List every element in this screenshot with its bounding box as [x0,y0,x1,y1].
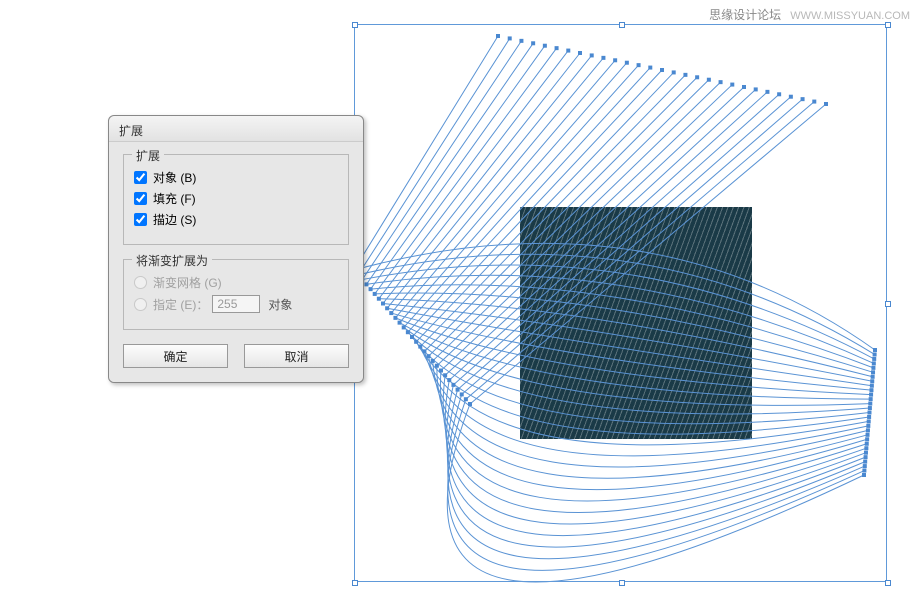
selection-handle[interactable] [885,580,891,586]
input-specify [212,295,260,313]
watermark-cn: 思缘设计论坛 [709,8,781,22]
checkbox-object[interactable] [134,171,147,184]
dialog-body: 扩展 对象 (B) 填充 (F) 描边 (S) 将渐变扩展为 渐变网格 (G) [109,142,363,382]
dialog-title[interactable]: 扩展 [109,116,363,142]
selection-handle[interactable] [352,580,358,586]
checkbox-stroke[interactable] [134,213,147,226]
label-fill: 填充 (F) [153,190,196,207]
label-object: 对象 (B) [153,169,196,186]
legend-gradient: 将渐变扩展为 [132,252,212,269]
legend-expand: 扩展 [132,147,164,164]
row-specify: 指定 (E)： 对象 [134,295,338,313]
row-fill: 填充 (F) [134,190,338,207]
selection-handle[interactable] [619,22,625,28]
suffix-specify: 对象 [268,296,292,313]
fieldset-expand: 扩展 对象 (B) 填充 (F) 描边 (S) [123,154,349,245]
row-object: 对象 (B) [134,169,338,186]
selection-handle[interactable] [352,22,358,28]
row-mesh: 渐变网格 (G) [134,274,338,291]
fieldset-gradient: 将渐变扩展为 渐变网格 (G) 指定 (E)： 对象 [123,259,349,330]
selection-handle[interactable] [885,301,891,307]
selection-handle[interactable] [619,580,625,586]
label-stroke: 描边 (S) [153,211,196,228]
radio-specify [134,298,147,311]
checkbox-fill[interactable] [134,192,147,205]
cancel-button[interactable]: 取消 [244,344,349,368]
ok-button[interactable]: 确定 [123,344,228,368]
watermark: 思缘设计论坛 WWW.MISSYUAN.COM [709,6,910,23]
label-specify: 指定 (E)： [153,296,208,313]
expand-dialog: 扩展 扩展 对象 (B) 填充 (F) 描边 (S) 将渐变扩展为 渐变网格 (… [108,115,364,383]
label-mesh: 渐变网格 (G) [153,274,222,291]
selection-bounding-box [354,24,887,582]
radio-mesh [134,276,147,289]
watermark-en: WWW.MISSYUAN.COM [790,10,910,22]
dialog-buttons: 确定 取消 [123,344,349,368]
row-stroke: 描边 (S) [134,211,338,228]
